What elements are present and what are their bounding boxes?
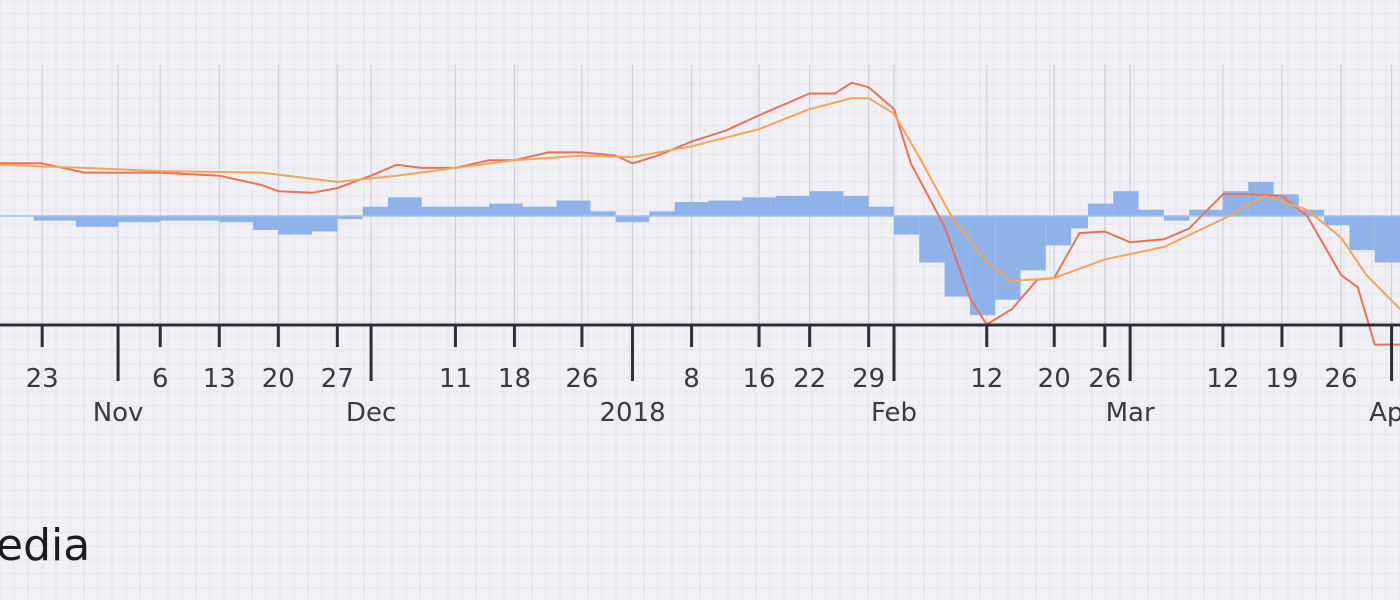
day-tick-label: 27 <box>321 364 354 394</box>
histogram-bar <box>219 216 254 223</box>
histogram-bar <box>75 216 119 227</box>
day-tick-label: 19 <box>1265 364 1298 394</box>
day-tick-label: 22 <box>793 364 826 394</box>
histogram-bar <box>809 191 844 216</box>
series-line-fast <box>0 81 1400 346</box>
histogram-bar <box>742 197 776 216</box>
day-tick-label: 18 <box>498 364 531 394</box>
series-line-slow <box>0 97 1400 310</box>
day-tick-label: 16 <box>742 364 775 394</box>
histogram-bar <box>160 216 220 221</box>
day-tick-label: 23 <box>26 364 59 394</box>
day-tick-label: 20 <box>262 364 295 394</box>
month-tick-label: Mar <box>1106 398 1155 428</box>
histogram-bar <box>421 206 456 216</box>
histogram-bar <box>1163 216 1190 221</box>
histogram-bar <box>118 216 161 223</box>
histogram-bar <box>455 206 490 216</box>
day-tick-label: 11 <box>439 364 472 394</box>
logo-text: edia <box>0 520 90 571</box>
histogram-bar <box>556 200 591 216</box>
histogram-bar <box>868 206 894 216</box>
histogram-bar <box>1324 216 1350 226</box>
histogram-bar <box>843 195 869 216</box>
histogram-bar <box>312 216 338 232</box>
month-tick-label: Nov <box>93 398 144 428</box>
histogram-bar <box>1071 216 1088 229</box>
histogram-bar <box>708 200 743 216</box>
histogram-bar <box>919 216 945 263</box>
histogram-bar <box>362 206 388 216</box>
histogram-bar <box>253 216 279 230</box>
histogram-bar <box>1045 216 1072 246</box>
day-tick-label: 20 <box>1038 364 1071 394</box>
histogram-bar <box>33 216 76 221</box>
day-tick-label: 13 <box>203 364 236 394</box>
month-tick-label: Feb <box>871 398 917 428</box>
histogram-bar <box>1113 191 1139 216</box>
day-tick-label: 26 <box>1088 364 1121 394</box>
histogram-bar <box>944 216 970 297</box>
histogram-bar <box>387 197 422 216</box>
day-tick-label: 26 <box>1324 364 1357 394</box>
histogram-bar <box>1087 203 1114 216</box>
histogram-bar <box>278 216 313 235</box>
month-tick-label: 2018 <box>599 398 665 428</box>
histogram-bar <box>489 203 523 216</box>
x-axis: 23 6 13 20 27 11 18 26 8 16 22 29 12 20 26 12 19 26 Nov Dec… <box>0 323 1400 428</box>
histogram-bar <box>1349 216 1375 251</box>
histogram-bar <box>522 206 557 216</box>
histogram-bar <box>995 216 1021 300</box>
histogram-bar <box>893 216 920 235</box>
histogram-bar <box>590 211 616 216</box>
day-tick-label: 29 <box>852 364 885 394</box>
day-tick-label: 26 <box>565 364 598 394</box>
histogram-bar <box>1138 209 1164 216</box>
day-tick-label: 12 <box>970 364 1003 394</box>
day-tick-label: 12 <box>1206 364 1239 394</box>
month-tick-label: Dec <box>346 398 396 428</box>
histogram-bar <box>649 211 675 216</box>
month-tick-label: Apr <box>1369 398 1400 428</box>
histogram-bar <box>1374 216 1400 263</box>
histogram-bar <box>775 195 810 216</box>
histogram-bar <box>674 202 709 216</box>
histogram-bar <box>1020 216 1046 271</box>
histogram-bar <box>337 216 363 220</box>
day-tick-label: 6 <box>152 364 169 394</box>
signal-lines <box>0 81 1400 346</box>
histogram-bar <box>1189 209 1223 216</box>
day-tick-label: 8 <box>683 364 700 394</box>
histogram-bars <box>0 181 1400 316</box>
histogram-bar <box>615 216 650 223</box>
